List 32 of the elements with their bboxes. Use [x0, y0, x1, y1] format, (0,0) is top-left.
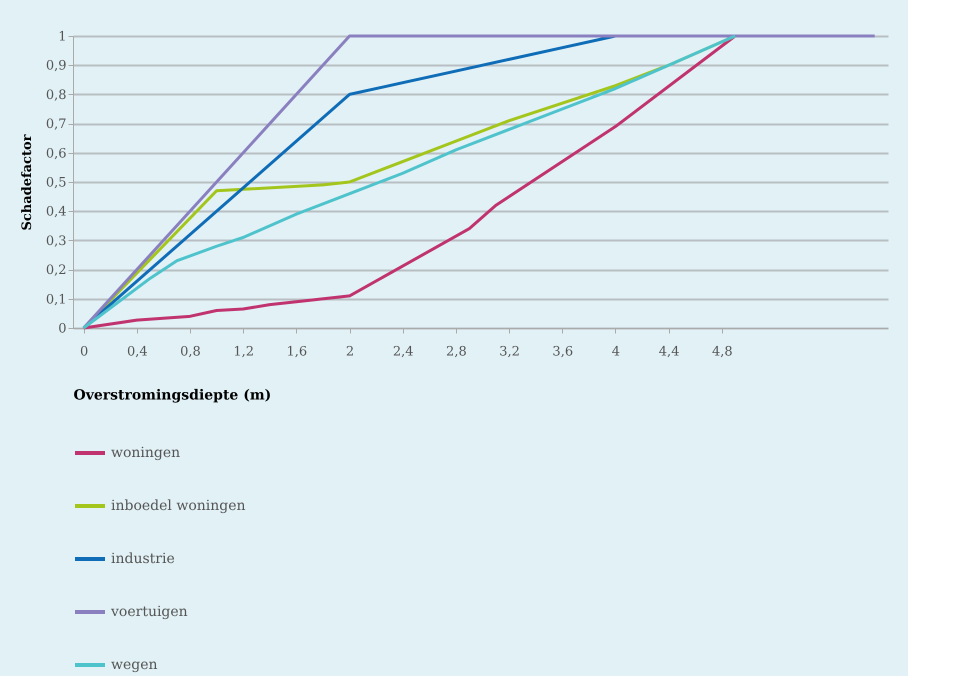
legend-label: industrie: [111, 551, 175, 567]
y-tick-label: 0,8: [46, 88, 66, 103]
y-tick-label: 1: [58, 30, 66, 44]
y-tick-label: 0,6: [46, 146, 66, 162]
x-tick-label: 1,2: [233, 344, 254, 360]
x-tick-label: 2: [346, 344, 354, 360]
x-tick-label: 2,4: [392, 344, 414, 360]
x-tick-label: 2,8: [446, 344, 467, 360]
y-tick-label: 0: [58, 322, 66, 336]
y-tick-label: 0,1: [46, 292, 66, 308]
x-tick-label: 3,6: [552, 344, 574, 360]
x-axis-title: Overstromingsdiepte (m): [74, 388, 272, 404]
x-tick-label: 0,8: [180, 344, 201, 360]
x-tick-label: 4: [612, 344, 620, 360]
x-tick-label: 3,2: [499, 344, 520, 360]
legend-label: inboedel woningen: [111, 498, 246, 514]
line-series: [82, 34, 737, 330]
x-tick-label: 4,4: [658, 344, 680, 360]
legend-label: woningen: [111, 445, 180, 461]
y-axis-title: Schadefactor: [20, 134, 35, 230]
y-tick-label: 0,9: [46, 58, 66, 74]
x-tick-label: 0: [80, 344, 88, 360]
y-tick-label: 0,4: [46, 204, 66, 220]
y-tick-label: 0,7: [46, 117, 66, 132]
y-tick-label: 0,2: [46, 263, 66, 278]
y-tick-label: 0,3: [46, 234, 66, 249]
legend-label: wegen: [111, 657, 158, 673]
x-tick-label: 1,6: [286, 344, 308, 360]
x-tick-label: 4,8: [712, 344, 733, 360]
legend-label: voertuigen: [110, 604, 188, 620]
x-tick-label: 0,4: [126, 344, 148, 360]
y-tick-label: 0,5: [46, 176, 66, 190]
